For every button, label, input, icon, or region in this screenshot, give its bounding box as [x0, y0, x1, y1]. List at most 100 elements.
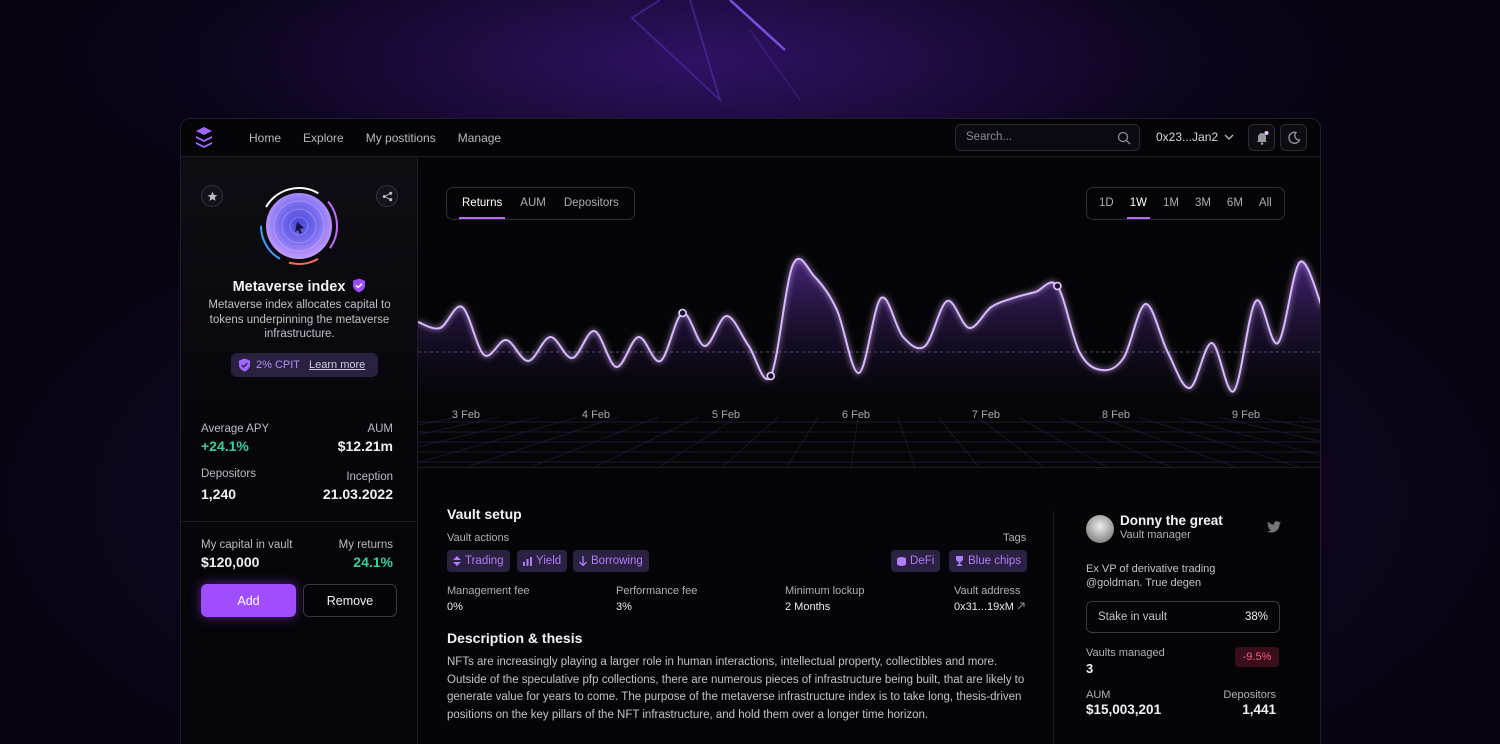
action-yield-label: Yield — [536, 555, 562, 567]
wallet-address: 0x23...Jan2 — [1156, 130, 1219, 144]
minimum-lockup-label: Minimum lockup — [785, 585, 865, 597]
time-range-selector: 1D 1W 1M 3M 6M All — [1086, 187, 1285, 220]
my-capital-value: $120,000 — [201, 554, 260, 570]
action-borrowing[interactable]: Borrowing — [573, 550, 649, 572]
avg-apy-value: +24.1% — [201, 438, 249, 454]
action-yield[interactable]: Yield — [517, 550, 568, 572]
trophy-icon — [956, 556, 963, 566]
range-all[interactable]: All — [1258, 197, 1272, 209]
nav-explore[interactable]: Explore — [303, 130, 344, 145]
tag-defi-label: DeFi — [910, 555, 935, 567]
minimum-lockup-value: 2 Months — [785, 601, 831, 613]
top-nav: Home Explore My postitions Manage Search… — [181, 119, 1320, 157]
range-1m[interactable]: 1M — [1162, 197, 1179, 209]
swap-icon — [453, 556, 461, 566]
x-tick-label: 7 Feb — [972, 409, 1000, 421]
add-button[interactable]: Add — [201, 584, 296, 617]
nav-my-positions[interactable]: My postitions — [365, 130, 436, 145]
remove-button[interactable]: Remove — [303, 584, 397, 617]
nav-manage[interactable]: Manage — [457, 130, 502, 145]
chart-point[interactable] — [1053, 281, 1062, 291]
search-input[interactable]: Search... — [955, 124, 1140, 151]
arrow-down-icon — [579, 556, 587, 566]
vault-address-value: 0x31...19xM — [954, 601, 1014, 613]
action-trading[interactable]: Trading — [447, 550, 510, 572]
learn-more-link[interactable]: Learn more — [309, 359, 366, 371]
theme-toggle-button[interactable] — [1280, 124, 1307, 151]
wallet-selector[interactable]: 0x23...Jan2 — [1156, 130, 1234, 144]
manager-aum-value: $15,003,201 — [1086, 702, 1162, 717]
tab-returns[interactable]: Returns — [453, 188, 511, 219]
vault-name-text: Metaverse index — [232, 279, 346, 295]
x-tick-label: 3 Feb — [452, 409, 480, 421]
x-tick-label: 9 Feb — [1232, 409, 1260, 421]
inception-label: Inception — [346, 471, 393, 483]
chevron-down-icon — [1224, 134, 1234, 140]
nav-home[interactable]: Home — [249, 130, 282, 145]
chart-point[interactable] — [766, 371, 776, 381]
sidebar-divider — [181, 521, 418, 522]
manager-avatar[interactable] — [1086, 515, 1114, 543]
tab-depositors[interactable]: Depositors — [563, 197, 619, 209]
tag-blue-chips[interactable]: Blue chips — [949, 550, 1028, 572]
twitter-icon[interactable] — [1267, 521, 1281, 533]
my-capital-label: My capital in vault — [201, 539, 293, 551]
favorite-button[interactable] — [201, 185, 223, 207]
range-1w[interactable]: 1W — [1122, 188, 1155, 219]
chart-point[interactable] — [678, 308, 687, 318]
database-icon — [897, 556, 906, 566]
tab-aum[interactable]: AUM — [520, 197, 546, 209]
action-trading-label: Trading — [465, 555, 504, 567]
chart-line — [418, 257, 1320, 393]
aum-label: AUM — [367, 423, 393, 435]
moon-icon — [1287, 131, 1301, 144]
vault-address-link[interactable]: 0x31...19xM — [954, 601, 1025, 613]
bell-icon — [1256, 130, 1268, 145]
range-3m[interactable]: 3M — [1194, 197, 1211, 209]
manager-depositors-label: Depositors — [1223, 689, 1276, 701]
description-title: Description & thesis — [447, 630, 583, 646]
chart-tabs: Returns AUM Depositors — [446, 187, 635, 220]
my-returns-value: 24.1% — [353, 554, 393, 570]
cpit-label: 2% CPIT — [256, 359, 301, 371]
share-button[interactable] — [376, 185, 398, 207]
performance-fee-value: 3% — [616, 601, 632, 613]
depositors-label: Depositors — [201, 468, 256, 480]
chart-grid — [418, 416, 1320, 467]
notifications-button[interactable] — [1248, 124, 1275, 151]
vault-actions-label: Vault actions — [447, 532, 510, 544]
main-panel: Returns AUM Depositors 1D 1W 1M 3M 6M Al… — [418, 157, 1320, 744]
vault-name: Metaverse index — [181, 278, 418, 295]
manager-name[interactable]: Donny the great — [1120, 513, 1223, 528]
x-tick-label: 4 Feb — [582, 409, 610, 421]
star-icon — [207, 191, 217, 201]
range-1d[interactable]: 1D — [1099, 197, 1114, 209]
vault-sidebar: Metaverse index Metaverse index allocate… — [181, 157, 418, 744]
panel-divider — [1053, 511, 1054, 744]
vaults-managed-label: Vaults managed — [1086, 647, 1165, 659]
description-text: NFTs are increasingly playing a larger r… — [447, 656, 1025, 721]
vaults-change-badge: -9.5% — [1235, 647, 1279, 667]
cpit-badge: 2% CPIT Learn more — [231, 353, 378, 377]
avg-apy-label: Average APY — [201, 423, 270, 435]
vault-setup-title: Vault setup — [447, 506, 522, 522]
stake-label: Stake in vault — [1098, 611, 1168, 623]
section-divider — [418, 467, 1320, 468]
external-link-icon — [1017, 602, 1025, 610]
app-window: Home Explore My postitions Manage Search… — [180, 118, 1321, 744]
share-icon — [382, 191, 392, 201]
x-tick-label: 8 Feb — [1102, 409, 1130, 421]
returns-chart: 3 Feb 4 Feb 5 Feb 6 Feb 7 Feb 8 Feb 9 Feb — [418, 257, 1320, 467]
logo-icon[interactable] — [193, 126, 215, 149]
performance-fee-label: Performance fee — [616, 585, 698, 597]
stake-value: 38% — [1244, 611, 1268, 623]
tag-defi[interactable]: DeFi — [891, 550, 941, 572]
range-6m[interactable]: 6M — [1226, 197, 1243, 209]
chart-area — [418, 258, 1320, 417]
manager-depositors-value: 1,441 — [1242, 702, 1276, 717]
manager-aum-label: AUM — [1086, 689, 1111, 701]
tag-blue-chips-label: Blue chips — [968, 555, 1022, 567]
aum-value: $12.21m — [337, 438, 393, 454]
tags-label: Tags — [1003, 532, 1027, 544]
manager-role: Vault manager — [1120, 529, 1191, 541]
